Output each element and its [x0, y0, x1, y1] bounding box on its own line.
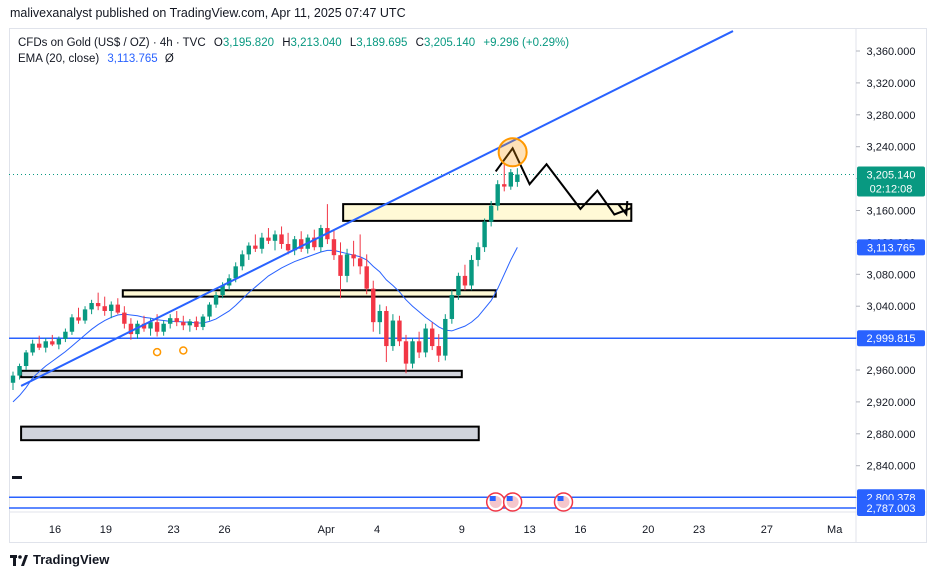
- ema-visibility-icon[interactable]: Ø: [164, 53, 174, 65]
- legend-ohlc-row: CFDs on Gold (US$ / OZ) · 4h · TVC O3,19…: [18, 35, 569, 51]
- tradingview-logo[interactable]: TradingView: [10, 552, 109, 567]
- ema-label[interactable]: EMA (20, close): [18, 53, 100, 65]
- publication-header: malivexanalyst published on TradingView.…: [10, 6, 406, 20]
- chart-frame[interactable]: [9, 28, 927, 543]
- high-value: 3,213.040: [290, 37, 342, 49]
- close-label: C: [415, 37, 424, 49]
- tradingview-brand: TradingView: [33, 552, 110, 567]
- high-label: H: [282, 37, 291, 49]
- symbol-label[interactable]: CFDs on Gold (US$ / OZ) · 4h · TVC: [18, 37, 206, 49]
- close-value: 3,205.140: [423, 37, 476, 49]
- chart-legend: CFDs on Gold (US$ / OZ) · 4h · TVC O3,19…: [18, 35, 569, 67]
- legend-ema-row: EMA (20, close) 3,113.765 Ø: [18, 51, 569, 67]
- low-value: 3,189.695: [356, 37, 408, 49]
- tradingview-logo-icon: [10, 554, 28, 566]
- ema-value: 3,113.765: [107, 53, 158, 65]
- change-value: +9.296 (+0.29%): [483, 37, 570, 49]
- open-label: O: [213, 37, 223, 49]
- open-value: 3,195.820: [222, 37, 274, 49]
